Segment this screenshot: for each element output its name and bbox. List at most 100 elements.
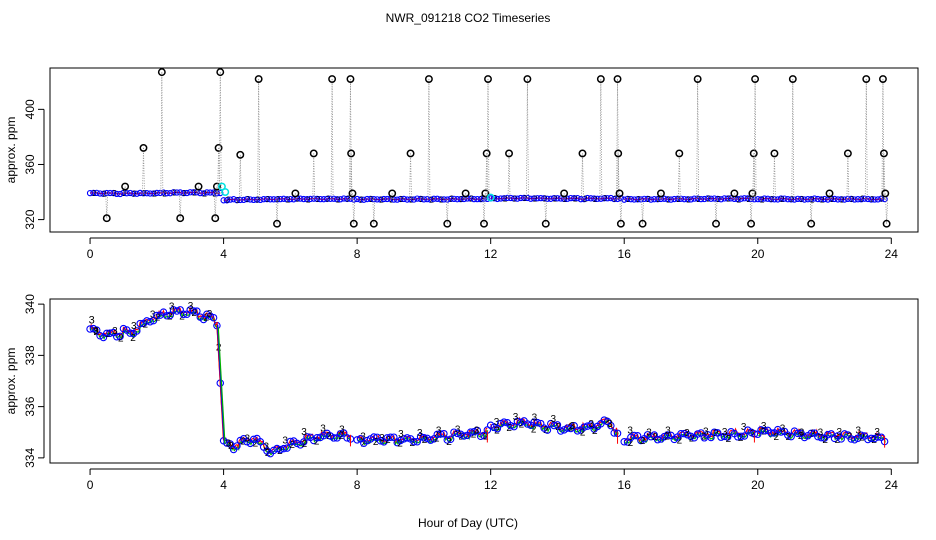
spike-point bbox=[216, 68, 225, 77]
top-blue-point bbox=[96, 190, 104, 197]
x-tick-label: 0 bbox=[87, 478, 94, 492]
spike-connector bbox=[238, 154, 241, 200]
spike-connector bbox=[714, 199, 717, 224]
top-green-marker: 2 bbox=[246, 195, 251, 204]
top-blue-point bbox=[327, 195, 334, 202]
top-blue-point bbox=[467, 195, 474, 202]
bottom-blue-point bbox=[330, 434, 338, 442]
top-blue-point bbox=[607, 194, 615, 202]
bottom-green-marker: 2 bbox=[726, 434, 732, 445]
top-blue-point bbox=[671, 195, 678, 203]
bottom-blue-point bbox=[376, 436, 385, 445]
bottom-blue-point bbox=[740, 432, 749, 440]
bottom-blue-marker: 3 bbox=[513, 412, 519, 423]
top-blue-point bbox=[601, 195, 608, 202]
top-green-marker: 2 bbox=[450, 195, 455, 204]
bottom-blue-marker: 3 bbox=[436, 426, 442, 437]
top-blue-point bbox=[704, 195, 711, 202]
top-green-marker: 2 bbox=[92, 189, 97, 198]
top-green-marker: 2 bbox=[747, 195, 752, 204]
spike-connector bbox=[353, 199, 356, 224]
spike-point bbox=[747, 219, 756, 228]
bottom-blue-point bbox=[276, 445, 285, 454]
bottom-blue-point bbox=[653, 435, 662, 444]
spike-point bbox=[881, 189, 890, 198]
x-tick-label: 8 bbox=[354, 247, 361, 261]
spike-connector bbox=[620, 198, 623, 224]
spike-connector bbox=[697, 79, 700, 200]
top-green-marker: 2 bbox=[677, 195, 682, 204]
top-blue-point bbox=[384, 195, 391, 203]
top-blue-point bbox=[554, 195, 561, 202]
top-blue-point bbox=[150, 190, 157, 197]
spike-point bbox=[751, 75, 760, 83]
top-blue-point bbox=[470, 195, 478, 203]
bottom-blue-point bbox=[313, 433, 321, 442]
bottom-blue-marker: 3 bbox=[532, 413, 538, 424]
top-blue-point bbox=[527, 195, 534, 202]
top-blue-point bbox=[644, 195, 651, 203]
spike-point bbox=[484, 75, 492, 83]
top-green-marker: 2 bbox=[850, 195, 855, 204]
top-blue-point bbox=[547, 195, 554, 202]
top-blue-point bbox=[744, 195, 751, 202]
bottom-blue-point bbox=[837, 435, 845, 443]
bottom-green-marker: 2 bbox=[750, 428, 756, 439]
spike-connector bbox=[752, 153, 755, 200]
top-blue-point bbox=[287, 195, 294, 203]
top-green-marker: 2 bbox=[460, 195, 465, 204]
top-green-marker: 2 bbox=[830, 195, 835, 204]
top-green-marker: 2 bbox=[493, 194, 498, 203]
bottom-blue-point bbox=[760, 426, 769, 435]
top-green-marker: 2 bbox=[646, 195, 651, 204]
bottom-blue-marker: 3 bbox=[684, 428, 690, 439]
bottom-green-marker: 2 bbox=[871, 435, 877, 446]
bottom-green-marker: 2 bbox=[543, 425, 549, 436]
top-green-marker: 2 bbox=[480, 195, 485, 204]
top-blue-point bbox=[113, 190, 120, 198]
top-blue-point bbox=[320, 196, 327, 203]
bottom-green-marker: 2 bbox=[701, 431, 707, 442]
top-green-marker: 2 bbox=[780, 195, 785, 204]
bottom-blue-point bbox=[426, 436, 435, 444]
top-green-marker: 2 bbox=[613, 195, 618, 204]
top-blue-point bbox=[570, 194, 578, 202]
top-green-marker: 2 bbox=[800, 195, 805, 204]
spike-point bbox=[882, 219, 891, 228]
spike-connector bbox=[313, 153, 316, 200]
top-blue-point bbox=[180, 189, 187, 197]
bottom-blue-point bbox=[413, 437, 421, 446]
top-blue-point bbox=[153, 189, 160, 197]
spike-connector bbox=[160, 72, 163, 194]
spike-point bbox=[712, 219, 720, 228]
top-blue-point bbox=[564, 195, 571, 202]
bottom-blue-marker: 3 bbox=[874, 427, 880, 438]
top-blue-point bbox=[878, 195, 885, 202]
top-blue-point bbox=[357, 196, 364, 203]
bottom-blue-point bbox=[436, 430, 445, 438]
bottom-blue-point bbox=[299, 438, 308, 446]
bottom-green-marker: 2 bbox=[410, 438, 416, 449]
bottom-blue-point bbox=[116, 332, 124, 341]
bottom-blue-marker: 3 bbox=[112, 326, 118, 337]
spike-connector bbox=[487, 79, 490, 200]
bottom-green-marker: 2 bbox=[130, 333, 136, 344]
top-blue-point bbox=[717, 196, 725, 203]
top-blue-point bbox=[667, 196, 675, 203]
spike-connector bbox=[352, 199, 355, 224]
bottom-green-marker: 2 bbox=[228, 441, 234, 452]
top-blue-point bbox=[597, 195, 604, 202]
spike-connector bbox=[754, 79, 757, 200]
bottom-blue-point bbox=[443, 436, 452, 444]
spike-connector bbox=[410, 153, 412, 200]
bottom-green-marker: 2 bbox=[155, 313, 161, 324]
spike-point bbox=[328, 75, 337, 83]
top-blue-point bbox=[514, 195, 521, 202]
top-green-marker: 2 bbox=[236, 196, 241, 205]
bottom-blue-marker: 3 bbox=[551, 414, 557, 425]
bottom-green-marker: 2 bbox=[531, 424, 537, 435]
top-ylabel: approx. ppm bbox=[4, 117, 18, 184]
top-blue-point bbox=[116, 190, 124, 198]
top-blue-point bbox=[420, 196, 428, 203]
